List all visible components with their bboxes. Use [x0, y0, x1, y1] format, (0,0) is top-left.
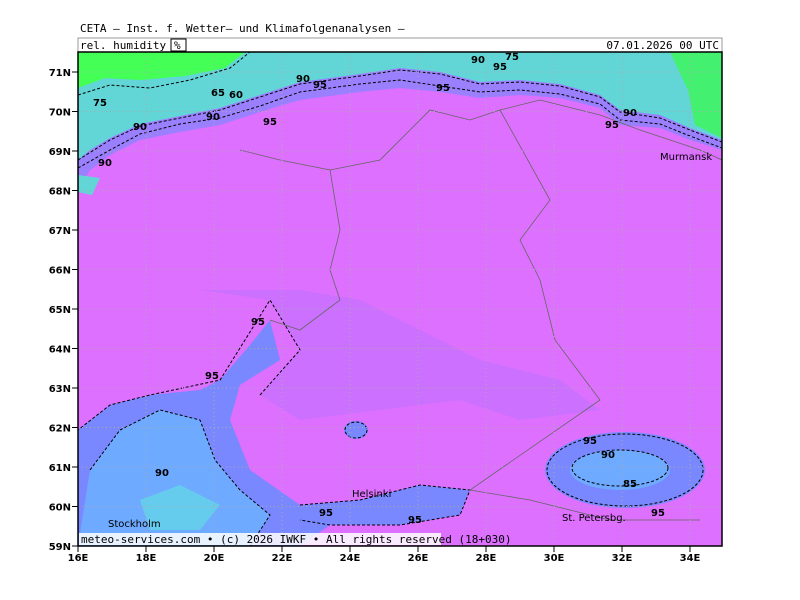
contour-label: 95 [319, 508, 333, 519]
header-title: CETA — Inst. f. Wetter— und Klimafolgena… [80, 22, 405, 35]
contour-label: 95 [605, 120, 619, 131]
field-area [670, 52, 722, 138]
contour-label: 95 [251, 317, 265, 328]
field-area [78, 175, 100, 195]
lat-label: 61N [49, 463, 71, 474]
contour [299, 484, 471, 526]
lat-label: 71N [49, 68, 71, 79]
lon-label: 32E [612, 553, 633, 564]
contour-label: 95 [436, 83, 450, 94]
contour-label: 90 [206, 112, 220, 123]
lon-label: 16E [68, 553, 89, 564]
footer-bg [79, 533, 441, 545]
lat-label: 70N [49, 108, 71, 119]
contour-label: 90 [155, 468, 169, 479]
contour-label: 95 [408, 515, 422, 526]
lat-label: 63N [49, 384, 71, 395]
parameter: rel. humidity [80, 39, 166, 52]
city-label: Stockholm [108, 519, 161, 530]
contour-label: 75 [93, 98, 107, 109]
city-label: Helsinki [352, 489, 391, 500]
contour-label: 60 [229, 90, 243, 101]
lat-label: 67N [49, 226, 71, 237]
lat-label: 64N [49, 345, 71, 356]
contour-label: 65 [211, 88, 225, 99]
lon-label: 30E [544, 553, 565, 564]
border [239, 149, 341, 331]
lat-label: 65N [49, 305, 71, 316]
lon-label: 18E [136, 553, 157, 564]
lon-label: 26E [408, 553, 429, 564]
field-area [78, 52, 245, 88]
border [329, 109, 700, 521]
contour [344, 421, 368, 439]
field-area [344, 421, 368, 439]
lat-label: 68N [49, 187, 71, 198]
contour-label: 90 [98, 158, 112, 169]
map-frame [77, 51, 723, 547]
contour [89, 409, 271, 546]
contour-label: 90 [471, 55, 485, 66]
contour-label: 95 [583, 436, 597, 447]
contour-label: 95 [651, 508, 665, 519]
lat-label: 60N [49, 503, 71, 514]
lat-label: 66N [49, 266, 71, 277]
valid-time: 07.01.2026 00 UTC [606, 39, 719, 52]
lat-label: 62N [49, 424, 71, 435]
lon-label: 22E [272, 553, 293, 564]
field-area [570, 450, 670, 490]
lat-label: 59N [49, 542, 71, 553]
contour [78, 79, 722, 169]
lon-label: 28E [476, 553, 497, 564]
city-label: St. Petersbg. [562, 513, 626, 524]
contour-label: 95 [493, 62, 507, 73]
lon-label: 24E [340, 553, 361, 564]
contour [78, 69, 722, 161]
field-area [78, 52, 722, 160]
contour-label: 90 [601, 450, 615, 461]
contour-label: 95 [205, 371, 219, 382]
city-label: Murmansk [660, 152, 712, 163]
contour [78, 52, 251, 96]
contour-label: 85 [623, 479, 637, 490]
contour-label: 90 [296, 74, 310, 85]
field-area [200, 290, 600, 420]
field-area [78, 410, 270, 546]
unit-box [170, 38, 187, 52]
contour-label: 95 [313, 80, 327, 91]
contour-label: 75 [505, 52, 519, 63]
contour-label: 95 [263, 117, 277, 128]
lon-label: 20E [204, 553, 225, 564]
contour-label: 90 [133, 122, 147, 133]
border [499, 99, 722, 161]
contour-label: 90 [623, 108, 637, 119]
field-area [140, 485, 220, 530]
lon-label: 34E [680, 553, 701, 564]
contour [571, 449, 669, 487]
grid [78, 52, 722, 546]
lat-label: 69N [49, 147, 71, 158]
contour [546, 433, 704, 507]
axes: 71N70N69N68N67N66N65N64N63N62N61N60N59N1… [49, 68, 701, 564]
unit: % [174, 39, 181, 52]
footer: meteo-services.com • (c) 2026 IWKF • All… [81, 533, 511, 546]
